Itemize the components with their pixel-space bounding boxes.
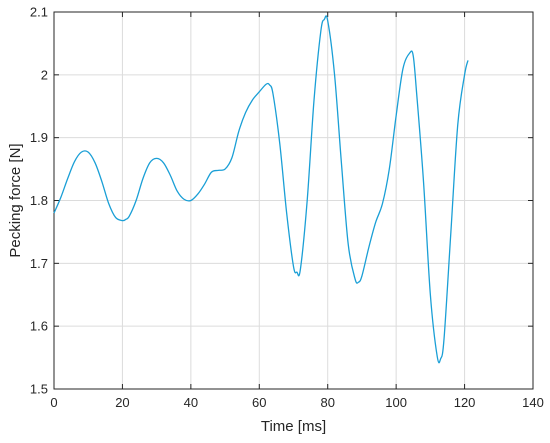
y-tick-label: 2.1 — [30, 5, 48, 20]
x-tick-label: 140 — [522, 395, 544, 410]
y-axis-label: Pecking force [N] — [7, 143, 24, 257]
x-tick-label: 20 — [115, 395, 129, 410]
x-tick-label: 120 — [454, 395, 476, 410]
y-tick-label: 1.6 — [30, 319, 48, 334]
x-tick-label: 100 — [385, 395, 407, 410]
series-line — [53, 15, 469, 364]
y-tick-label: 1.8 — [30, 193, 48, 208]
y-tick-label: 1.5 — [30, 382, 48, 397]
x-tick-label: 80 — [320, 395, 334, 410]
y-tick-label: 1.9 — [30, 130, 48, 145]
y-tick-label: 2 — [41, 67, 48, 82]
x-tick-label: 60 — [252, 395, 266, 410]
x-tick-label: 0 — [50, 395, 57, 410]
x-axis-label: Time [ms] — [261, 418, 326, 435]
x-tick-label: 40 — [184, 395, 198, 410]
grid — [53, 11, 534, 390]
axes: 0 20 40 60 80 100 120 140 1.5 1.6 1.7 1.8 1.9 2 2.1 — [30, 5, 544, 411]
series-layer — [53, 15, 469, 364]
y-tick-label: 1.7 — [30, 256, 48, 271]
